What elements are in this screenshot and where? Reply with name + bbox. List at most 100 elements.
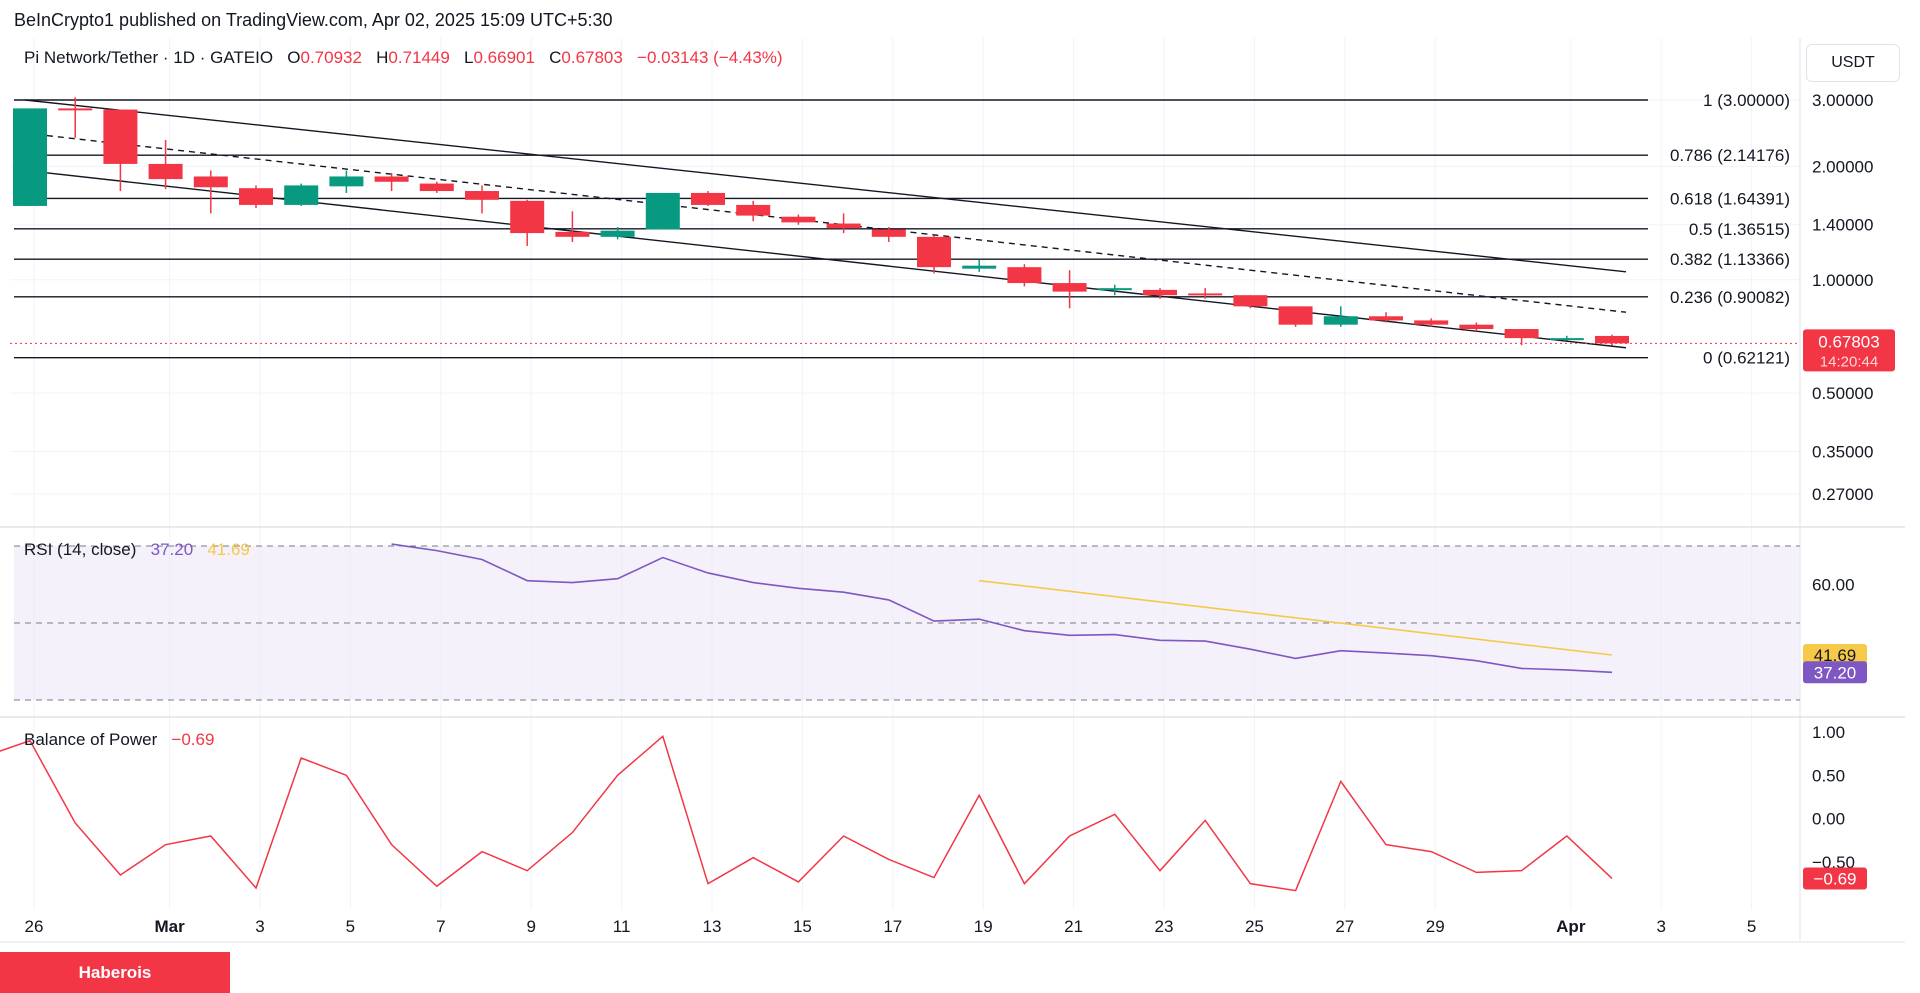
bop-legend: Balance of Power −0.69 (24, 730, 214, 750)
open-label: O (287, 48, 301, 67)
rsi-ma-tag-value: 41.69 (1814, 646, 1857, 665)
fib-level-label: 0.618 (1.64391) (1670, 189, 1790, 208)
price-axis-label: 0.35000 (1812, 443, 1873, 462)
candle-body (1097, 288, 1132, 291)
candle-body (736, 204, 771, 216)
candle-body (284, 185, 319, 205)
time-axis-label: 9 (526, 917, 535, 936)
rsi-pane: 60.00 (14, 543, 1855, 701)
candle-body (962, 265, 997, 269)
candle-body (1369, 316, 1403, 321)
candles (10, 97, 1800, 346)
bop-pane: 1.00 0.50 0.00 −0.50 (0, 723, 1855, 892)
bop-axis-label: 0.00 (1812, 810, 1845, 829)
time-axis-label: 7 (436, 917, 445, 936)
grid (10, 38, 1800, 910)
time-axis-label: 26 (25, 917, 44, 936)
low-value: 0.66901 (473, 48, 535, 67)
rsi-legend: RSI (14, close) 37.20 41.69 (24, 540, 250, 560)
high-value: 0.71449 (388, 48, 450, 67)
candle-body (691, 192, 725, 205)
time-axis: 26 Mar 3 5 7 9 11 13 15 17 19 21 23 25 27 29 Apr 3 5 (25, 917, 1757, 936)
price-axis-label: 3.00000 (1812, 91, 1873, 110)
price-axis-label: 1.00000 (1812, 271, 1873, 290)
candle-body (1549, 338, 1584, 341)
rsi-title: RSI (14, close) (24, 540, 137, 559)
fib-level-label: 1 (3.00000) (1703, 91, 1790, 110)
bop-axis-label: −0.50 (1812, 853, 1855, 872)
candle-body (1233, 295, 1268, 307)
candle-body (1007, 267, 1042, 284)
currency-button[interactable]: USDT (1806, 44, 1900, 82)
trendline-channel-upper (24, 99, 1627, 273)
time-axis-label: Mar (154, 917, 185, 936)
candle-body (826, 223, 861, 229)
candle-body (645, 192, 680, 230)
candle-body (419, 183, 454, 192)
close-label: C (549, 48, 562, 67)
bop-axis-label: 1.00 (1812, 723, 1845, 742)
time-axis-label: 25 (1245, 917, 1264, 936)
open-value: 0.70932 (300, 48, 362, 67)
trendline-channel-mid (24, 132, 1627, 313)
candle-body (1143, 289, 1177, 296)
rsi-tag (1803, 661, 1867, 684)
candle-body (1052, 283, 1087, 292)
candle-body (103, 109, 138, 164)
last-price-tag (1803, 329, 1895, 372)
bop-value: −0.69 (171, 730, 215, 749)
trendlines (24, 99, 1627, 349)
candle-body (239, 188, 273, 205)
price-axis-label: 0.27000 (1812, 485, 1873, 504)
rsi-ma-tag (1803, 643, 1867, 666)
price-axis-label: 2.00000 (1812, 157, 1873, 176)
time-axis-label: 3 (255, 917, 264, 936)
bop-tag (1803, 867, 1867, 890)
candle-body (1278, 306, 1313, 325)
time-axis-label: 23 (1155, 917, 1174, 936)
candle-body (13, 108, 47, 206)
time-axis-label: 5 (346, 917, 355, 936)
candle-body (193, 176, 228, 188)
high-label: H (376, 48, 389, 67)
bop-tag-value: −0.69 (1813, 869, 1856, 888)
time-axis-label: 29 (1426, 917, 1445, 936)
time-axis-label: 11 (613, 917, 631, 936)
bop-line (0, 735, 1613, 892)
candle-body (555, 231, 590, 237)
candle-body (1414, 320, 1449, 325)
candle-body (374, 176, 409, 182)
fib-level-label: 0.236 (0.90082) (1670, 288, 1790, 307)
fib-levels: 1 (3.00000) 0.786 (2.14176) 0.618 (1.64391… (14, 91, 1790, 368)
brand-banner: Haberois (0, 952, 230, 993)
time-axis-label: 3 (1656, 917, 1665, 936)
candle-body (510, 200, 545, 234)
symbol-name: Pi Network/Tether · 1D · GATEIO (24, 48, 274, 67)
last-price-tag-value: 0.67803 (1818, 332, 1879, 351)
candle-body (148, 163, 183, 180)
time-axis-label: 27 (1335, 917, 1354, 936)
bop-title: Balance of Power (24, 730, 158, 749)
fib-level-label: 0.786 (2.14176) (1670, 146, 1790, 165)
candle-body (871, 229, 906, 237)
time-axis-label: Apr (1556, 917, 1586, 936)
bop-axis-label: 0.50 (1812, 766, 1845, 785)
rsi-line (391, 543, 1613, 674)
candle-body (1188, 293, 1223, 296)
candle-body (781, 216, 816, 223)
time-axis-label: 5 (1747, 917, 1756, 936)
price-axis-label: 0.50000 (1812, 384, 1873, 403)
time-axis-label: 13 (703, 917, 722, 936)
rsi-ma-line (979, 579, 1613, 656)
publisher-line: BeInCrypto1 published on TradingView.com… (14, 10, 613, 30)
candle-body (1459, 324, 1494, 330)
time-axis-label: 15 (793, 917, 812, 936)
candle-body (1504, 329, 1539, 339)
pane-separators (0, 38, 1905, 943)
last-price-countdown: 14:20:44 (1820, 353, 1878, 370)
time-axis-label: 17 (883, 917, 902, 936)
rsi-value: 37.20 (150, 540, 194, 559)
price-axis-label: 1.40000 (1812, 216, 1873, 235)
